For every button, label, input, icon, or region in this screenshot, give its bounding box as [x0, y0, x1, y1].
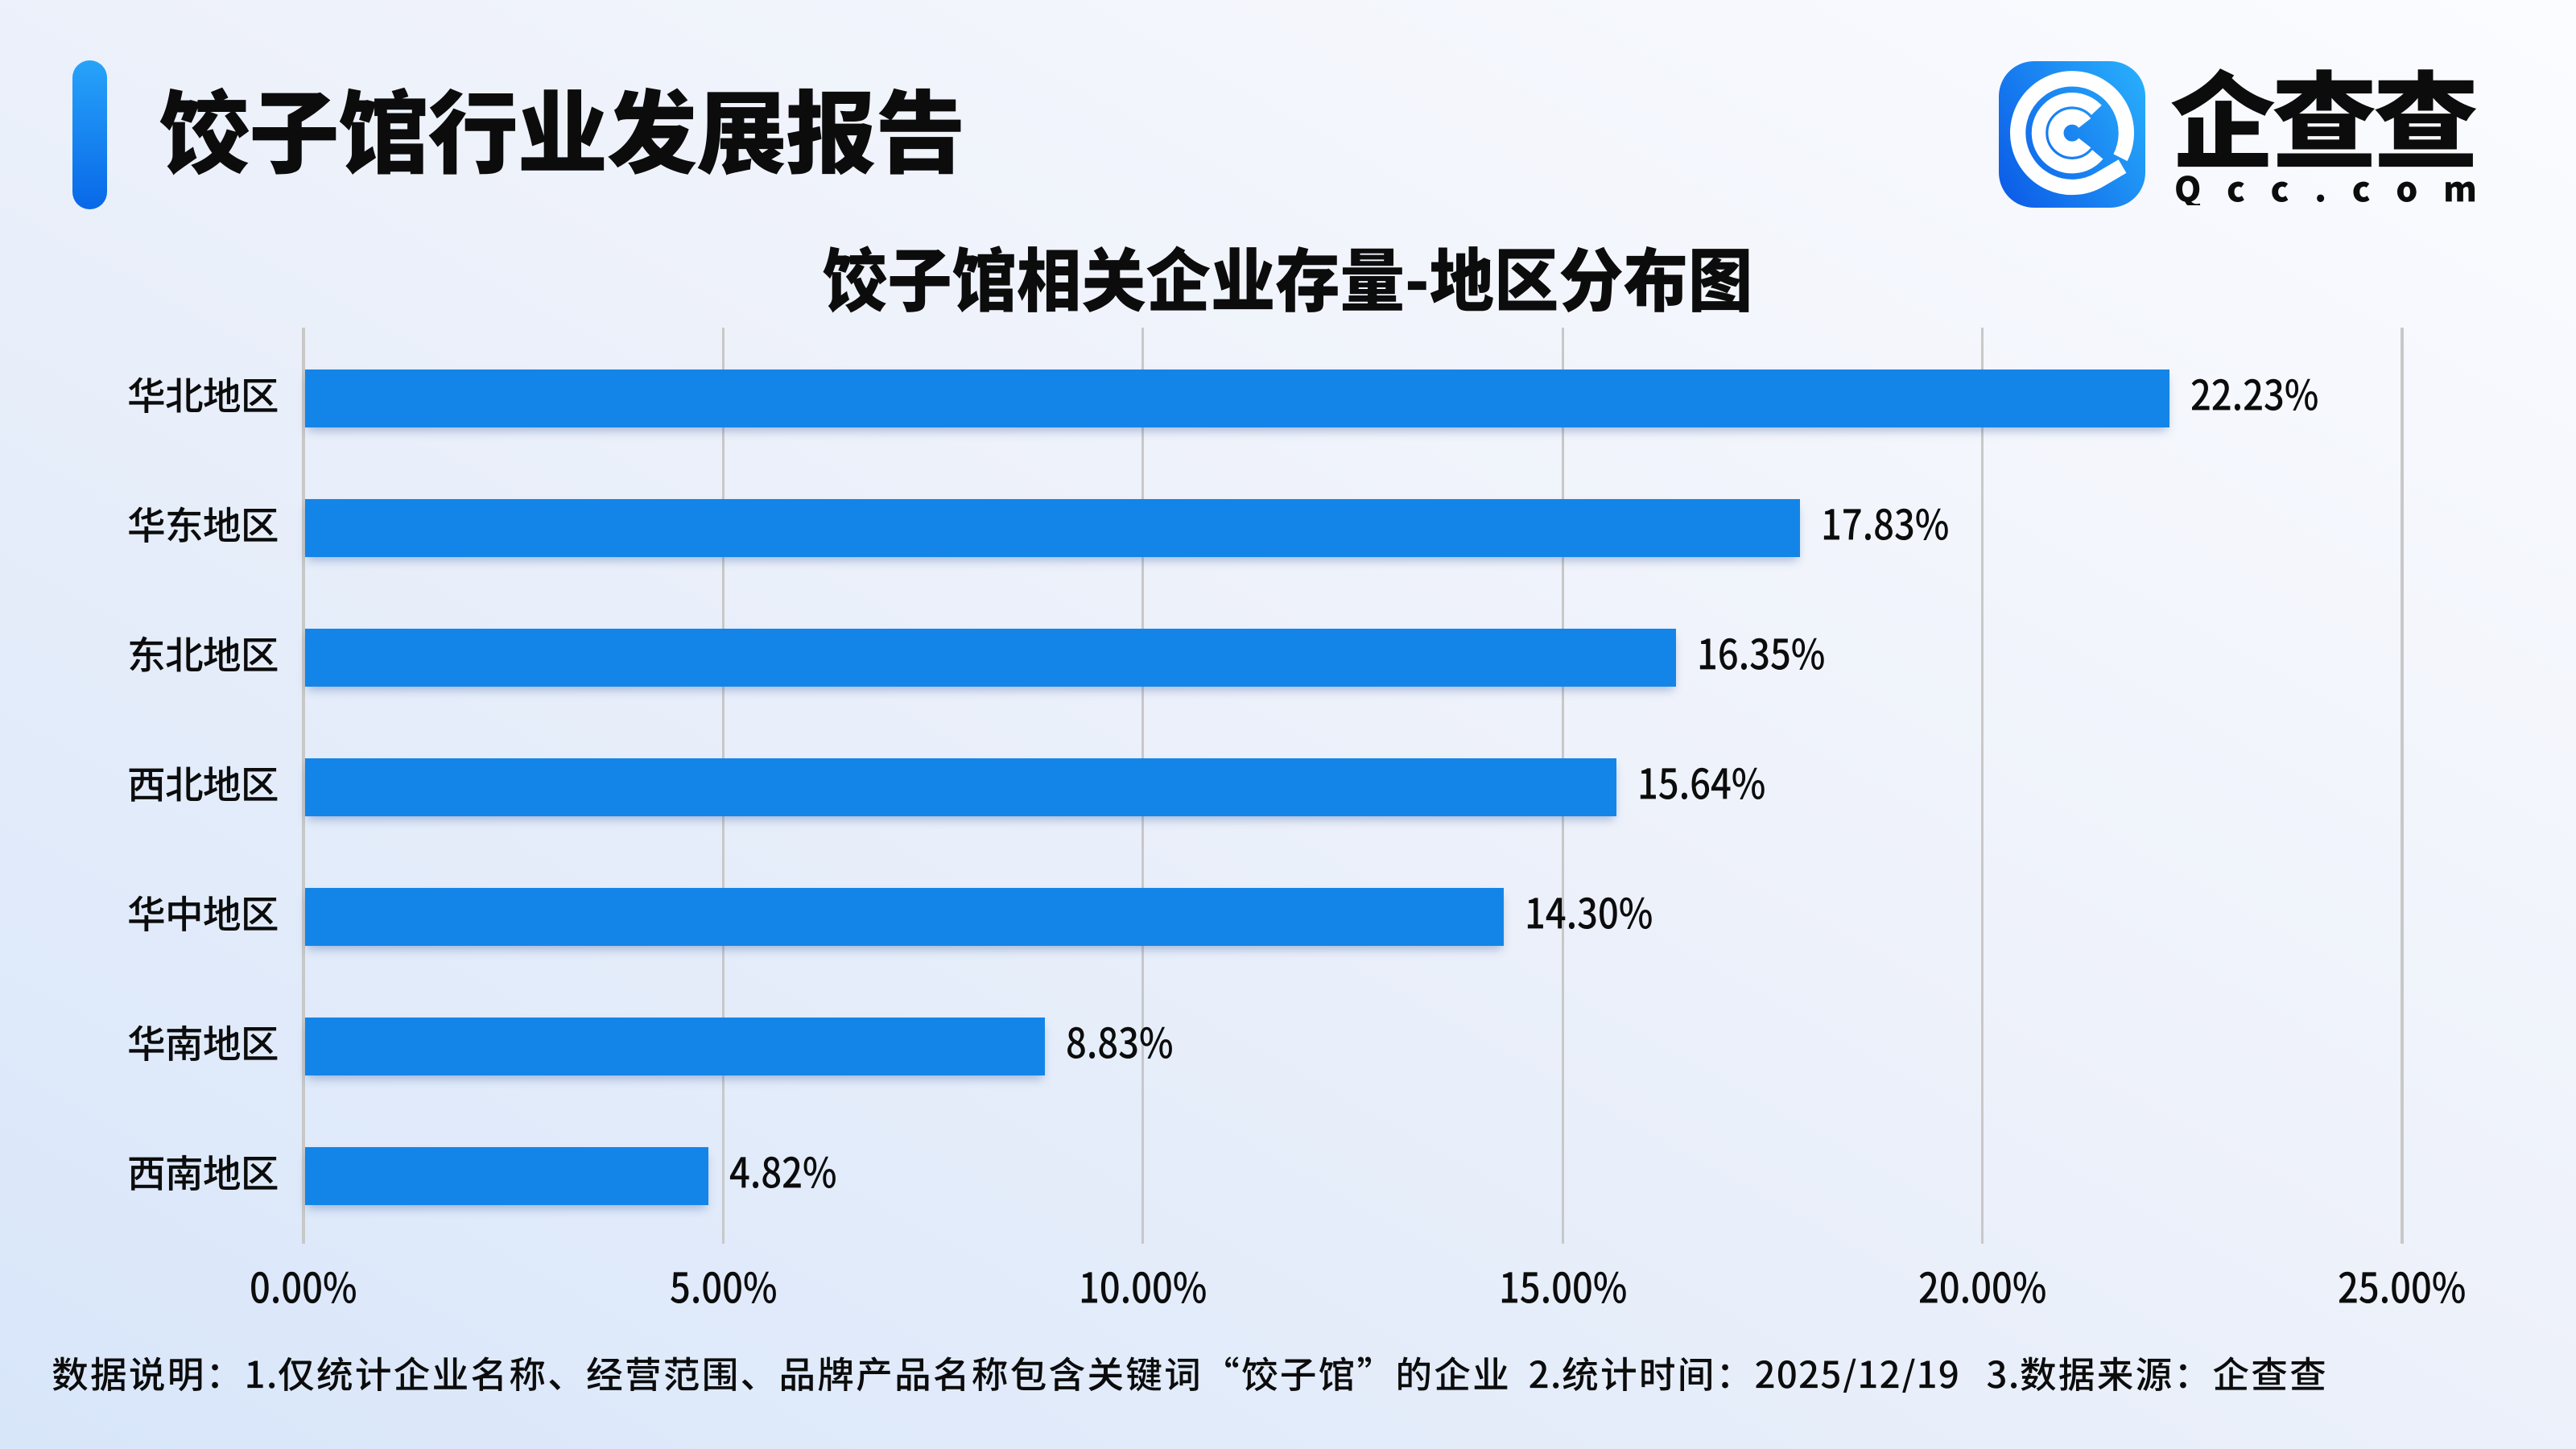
- text-glyphs-svg: [1501, 1271, 1626, 1303]
- text-glyphs-svg: [129, 636, 277, 672]
- category-label: [127, 894, 279, 933]
- category-label: [127, 635, 279, 674]
- value-label: [1066, 1022, 1174, 1063]
- title-accent-bar: [72, 60, 107, 209]
- value-label: [1821, 503, 1949, 545]
- gridline: [2401, 328, 2404, 1244]
- value-label: [1697, 633, 1825, 675]
- text-glyphs-svg: [670, 1271, 776, 1303]
- text-glyphs-svg: [1824, 508, 1949, 540]
- text-glyphs-svg: [1067, 1026, 1172, 1059]
- text-glyphs-svg: [1919, 1271, 2046, 1303]
- gridline: [1980, 328, 1984, 1244]
- text-glyphs-svg: [128, 377, 277, 413]
- category-label: [127, 1154, 279, 1192]
- bar: [304, 887, 1505, 946]
- chart-title: [823, 245, 1752, 314]
- bar: [304, 1146, 708, 1205]
- category-label: [127, 376, 279, 415]
- axis-tick-label: [670, 1266, 778, 1308]
- category-label: [127, 765, 279, 803]
- category-label: [127, 506, 279, 544]
- axis-tick-label: [1079, 1266, 1207, 1308]
- text-glyphs-svg: [1081, 1271, 1206, 1303]
- value-label: [2190, 374, 2318, 415]
- text-glyphs-svg: [129, 1154, 277, 1191]
- axis-tick-label: [1918, 1266, 2046, 1308]
- bar: [304, 1017, 1045, 1075]
- gridline: [302, 328, 305, 1244]
- text-glyphs-svg: [823, 246, 1749, 313]
- value-label: [1637, 762, 1765, 804]
- bar: [304, 498, 1801, 557]
- category-label: [127, 1024, 279, 1063]
- text-glyphs-svg: [251, 1271, 357, 1303]
- value-label: [729, 1151, 837, 1193]
- bar: [304, 369, 2170, 427]
- bar: [304, 628, 1676, 687]
- text-glyphs-svg: [128, 506, 277, 543]
- text-glyphs-svg: [128, 1025, 277, 1061]
- text-glyphs-svg: [129, 766, 277, 802]
- text-glyphs-svg: [2176, 175, 2475, 206]
- brand-name-cn: [2170, 67, 2477, 172]
- text-glyphs-svg: [2191, 378, 2318, 411]
- text-glyphs-svg: [159, 87, 961, 175]
- value-label: [1525, 892, 1653, 934]
- axis-tick-label: [2338, 1266, 2466, 1308]
- text-glyphs-svg: [128, 895, 277, 931]
- axis-tick-label: [1499, 1266, 1627, 1308]
- text-glyphs-svg: [1528, 897, 1652, 929]
- qcc-logo-icon: [1999, 61, 2145, 208]
- text-glyphs-svg: [2171, 68, 2477, 167]
- bar: [304, 758, 1616, 816]
- text-glyphs-svg: [729, 1156, 836, 1188]
- text-glyphs-svg: [1699, 638, 1824, 670]
- brand-domain: [2174, 171, 2503, 206]
- data-note: [52, 1356, 2328, 1393]
- report-title: [159, 86, 964, 177]
- text-glyphs-svg: [2339, 1271, 2466, 1303]
- text-glyphs-svg: [52, 1356, 2326, 1393]
- text-glyphs-svg: [1640, 767, 1765, 799]
- axis-tick-label: [250, 1266, 357, 1308]
